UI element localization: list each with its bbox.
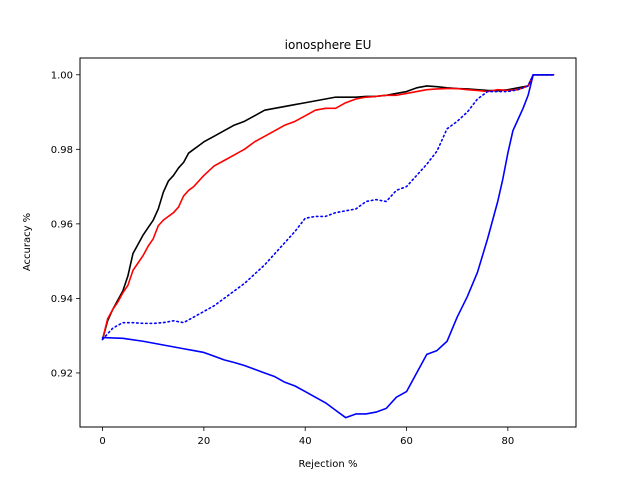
y-axis-label: Accuracy %: [22, 213, 33, 271]
series-line-4: [101, 73, 555, 419]
y-tick-label: 0.94: [51, 294, 73, 305]
y-tick-label: 0.96: [51, 219, 73, 230]
x-tick-label: 40: [299, 436, 312, 447]
x-axis-ticks: 0 20 40 60 80: [99, 427, 514, 447]
x-axis-label: Rejection %: [299, 459, 358, 470]
y-tick-label: 1.00: [51, 70, 73, 81]
series-lines: [101, 73, 555, 419]
x-tick-label: 20: [198, 436, 211, 447]
x-tick-label: 0: [99, 436, 105, 447]
y-tick-label: 0.92: [51, 368, 73, 379]
x-tick-label: 60: [400, 436, 413, 447]
chart-title: ionosphere EU: [285, 38, 372, 52]
series-line-3: [101, 73, 555, 341]
x-tick-label: 80: [501, 436, 514, 447]
y-tick-label: 0.98: [51, 145, 73, 156]
y-axis-ticks: 0.92 0.94 0.96 0.98 1.00: [51, 70, 80, 379]
series-line-2: [101, 73, 555, 341]
plot-area-frame: [79, 57, 577, 428]
